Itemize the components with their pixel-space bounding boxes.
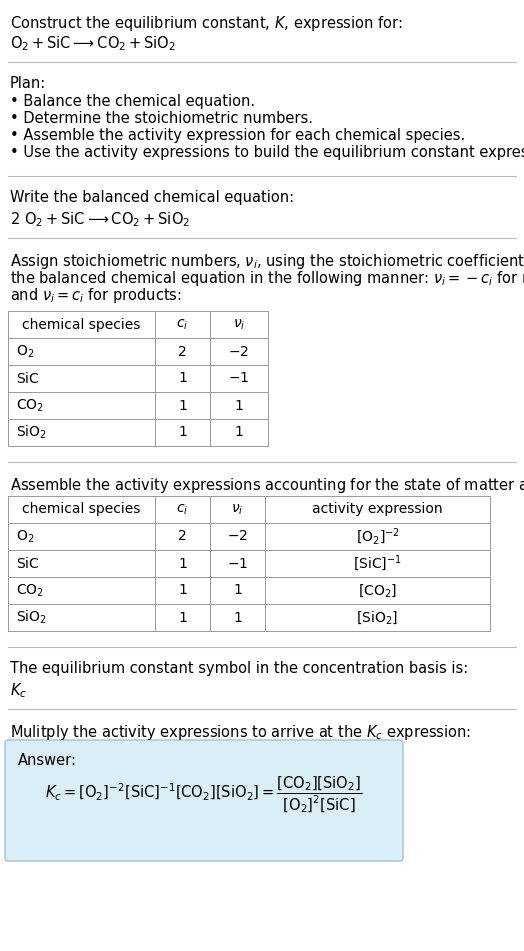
- Text: $[\mathrm{CO_2}]$: $[\mathrm{CO_2}]$: [358, 582, 397, 599]
- Text: $-2$: $-2$: [227, 530, 248, 544]
- Text: $1$: $1$: [234, 398, 244, 413]
- Text: $c_i$: $c_i$: [177, 318, 189, 332]
- Text: $-1$: $-1$: [227, 556, 248, 571]
- FancyBboxPatch shape: [5, 740, 403, 861]
- Text: 2: 2: [178, 344, 187, 359]
- Text: $1$: $1$: [233, 584, 242, 597]
- Text: $\mathrm{SiO_2}$: $\mathrm{SiO_2}$: [16, 424, 47, 441]
- Text: 1: 1: [178, 611, 187, 625]
- Text: 2: 2: [178, 530, 187, 544]
- Text: the balanced chemical equation in the following manner: $\nu_i = -c_i$ for react: the balanced chemical equation in the fo…: [10, 269, 524, 288]
- Text: $-1$: $-1$: [228, 372, 249, 385]
- Text: $c_i$: $c_i$: [177, 502, 189, 516]
- Text: • Determine the stoichiometric numbers.: • Determine the stoichiometric numbers.: [10, 111, 313, 126]
- Text: and $\nu_i = c_i$ for products:: and $\nu_i = c_i$ for products:: [10, 286, 182, 305]
- Text: • Balance the chemical equation.: • Balance the chemical equation.: [10, 94, 255, 109]
- Text: $\mathrm{CO_2}$: $\mathrm{CO_2}$: [16, 582, 44, 599]
- Text: The equilibrium constant symbol in the concentration basis is:: The equilibrium constant symbol in the c…: [10, 661, 468, 676]
- Text: 1: 1: [178, 372, 187, 385]
- Text: $\mathrm{SiC}$: $\mathrm{SiC}$: [16, 371, 40, 386]
- Text: $\nu_i$: $\nu_i$: [231, 502, 244, 516]
- Text: $\mathrm{2\ O_2 + SiC \longrightarrow CO_2 + SiO_2}$: $\mathrm{2\ O_2 + SiC \longrightarrow CO…: [10, 210, 190, 228]
- Text: chemical species: chemical species: [23, 318, 140, 332]
- Text: $-2$: $-2$: [228, 344, 249, 359]
- Text: $\nu_i$: $\nu_i$: [233, 318, 245, 332]
- Text: Answer:: Answer:: [18, 753, 77, 768]
- Text: $1$: $1$: [233, 611, 242, 625]
- Text: $[\mathrm{SiO_2}]$: $[\mathrm{SiO_2}]$: [356, 609, 399, 626]
- Text: Assign stoichiometric numbers, $\nu_i$, using the stoichiometric coefficients, $: Assign stoichiometric numbers, $\nu_i$, …: [10, 252, 524, 271]
- Text: $\mathrm{SiO_2}$: $\mathrm{SiO_2}$: [16, 609, 47, 626]
- Text: $\mathrm{CO_2}$: $\mathrm{CO_2}$: [16, 398, 44, 414]
- Text: activity expression: activity expression: [312, 502, 443, 516]
- Text: $K_c = [\mathrm{O_2}]^{-2}[\mathrm{SiC}]^{-1}[\mathrm{CO_2}][\mathrm{SiO_2}] = \: $K_c = [\mathrm{O_2}]^{-2}[\mathrm{SiC}]…: [46, 775, 363, 815]
- Text: 1: 1: [178, 398, 187, 413]
- Text: Write the balanced chemical equation:: Write the balanced chemical equation:: [10, 190, 294, 205]
- Text: chemical species: chemical species: [23, 502, 140, 516]
- Text: $\mathrm{O_2}$: $\mathrm{O_2}$: [16, 529, 34, 545]
- Text: • Use the activity expressions to build the equilibrium constant expression.: • Use the activity expressions to build …: [10, 145, 524, 160]
- Text: $K_c$: $K_c$: [10, 681, 27, 700]
- Text: Plan:: Plan:: [10, 76, 46, 91]
- Text: $[\mathrm{O_2}]^{-2}$: $[\mathrm{O_2}]^{-2}$: [355, 526, 399, 547]
- Text: Mulitply the activity expressions to arrive at the $K_c$ expression:: Mulitply the activity expressions to arr…: [10, 723, 471, 742]
- Text: Assemble the activity expressions accounting for the state of matter and $\nu_i$: Assemble the activity expressions accoun…: [10, 476, 524, 495]
- Text: $\mathrm{O_2 + SiC \longrightarrow CO_2 + SiO_2}$: $\mathrm{O_2 + SiC \longrightarrow CO_2 …: [10, 34, 176, 52]
- Text: 1: 1: [178, 425, 187, 439]
- Text: $\mathrm{O_2}$: $\mathrm{O_2}$: [16, 343, 34, 359]
- Text: $1$: $1$: [234, 425, 244, 439]
- Text: • Assemble the activity expression for each chemical species.: • Assemble the activity expression for e…: [10, 128, 465, 143]
- Text: 1: 1: [178, 556, 187, 571]
- Text: $\mathrm{SiC}$: $\mathrm{SiC}$: [16, 556, 40, 571]
- Text: $[\mathrm{SiC}]^{-1}$: $[\mathrm{SiC}]^{-1}$: [353, 553, 402, 573]
- Text: Construct the equilibrium constant, $K$, expression for:: Construct the equilibrium constant, $K$,…: [10, 14, 402, 33]
- Text: 1: 1: [178, 584, 187, 597]
